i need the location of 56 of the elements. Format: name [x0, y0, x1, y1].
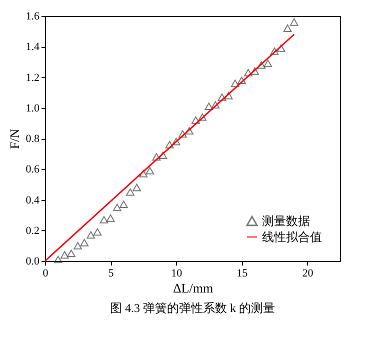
y-tick-label: 0.0	[26, 256, 40, 268]
y-tick-label: 1.0	[26, 102, 40, 114]
x-tick-label: 5	[108, 268, 114, 280]
point	[54, 256, 62, 264]
y-tick-label: 1.6	[26, 10, 40, 22]
y-tick-label: 1.2	[26, 72, 40, 84]
y-tick-label: 0.4	[26, 194, 40, 206]
point	[283, 24, 292, 32]
point	[224, 92, 233, 100]
y-axis-title: F/N	[6, 128, 22, 150]
point	[290, 18, 298, 26]
point	[257, 61, 266, 69]
point	[198, 113, 207, 121]
point	[172, 138, 180, 146]
point	[126, 188, 134, 196]
legend-label: 线性拟合值	[262, 230, 322, 244]
point	[139, 170, 148, 178]
point	[132, 184, 141, 192]
point	[146, 166, 154, 174]
point	[93, 228, 102, 236]
y-tick-label: 0.8	[26, 133, 40, 145]
y-tick-label: 0.2	[26, 224, 40, 237]
point	[237, 76, 246, 84]
x-tick-label: 10	[171, 268, 183, 280]
point	[230, 80, 240, 88]
x-tick-label: 15	[236, 268, 248, 280]
x-tick-label: 0	[42, 268, 49, 280]
point	[250, 67, 259, 75]
point	[100, 216, 108, 224]
y-tick-label: 0.6	[26, 164, 40, 176]
point	[60, 251, 69, 259]
point	[112, 204, 122, 212]
point	[178, 130, 187, 138]
point	[264, 60, 272, 68]
point	[192, 116, 200, 124]
point	[67, 250, 76, 258]
point	[244, 68, 252, 76]
point	[211, 101, 220, 109]
x-axis-title: ΔL/mm	[172, 280, 214, 296]
point	[74, 242, 82, 250]
point	[86, 231, 96, 239]
caption: 图 4.3 弹簧的弹性系数 k 的测量	[110, 301, 275, 315]
point	[270, 48, 279, 55]
y-tick-label: 1.4	[26, 41, 40, 54]
point	[185, 127, 194, 135]
point	[152, 153, 161, 161]
point	[218, 93, 226, 101]
point	[106, 214, 115, 222]
point	[204, 102, 214, 110]
point	[276, 44, 286, 52]
legend-label: 测量数据	[262, 214, 310, 228]
point	[119, 200, 128, 208]
point	[158, 152, 168, 160]
point	[80, 238, 89, 246]
x-tick-label: 20	[302, 268, 314, 280]
point	[165, 140, 174, 148]
